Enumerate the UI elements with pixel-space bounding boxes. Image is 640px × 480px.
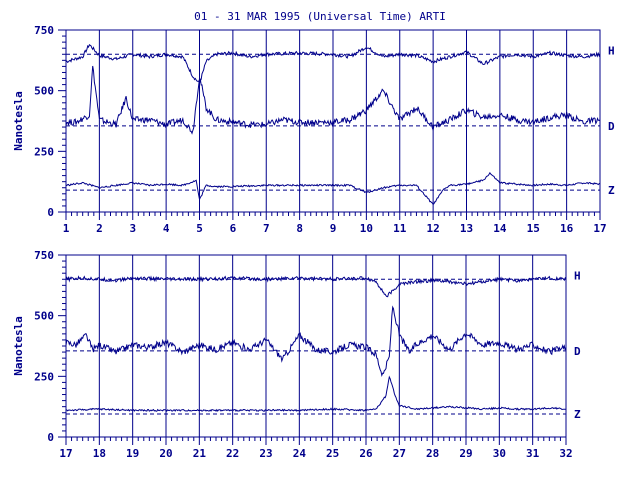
x-tick-label: 26 [359, 447, 373, 460]
series-label-z: Z [574, 408, 581, 421]
x-tick-label: 15 [527, 222, 540, 235]
x-tick-label: 11 [393, 222, 407, 235]
x-tick-label: 25 [326, 447, 339, 460]
series-label-h: H [608, 44, 615, 57]
x-tick-label: 28 [426, 447, 439, 460]
y-tick-label: 250 [34, 145, 54, 158]
series-label-z: Z [608, 184, 615, 197]
x-tick-label: 18 [93, 447, 106, 460]
x-tick-label: 16 [560, 222, 574, 235]
x-tick-label: 1 [63, 222, 70, 235]
y-tick-label: 500 [34, 85, 54, 98]
x-tick-label: 2 [96, 222, 103, 235]
x-tick-label: 17 [59, 447, 72, 460]
series-line-z [65, 171, 601, 206]
y-tick-label: 500 [34, 310, 54, 323]
x-tick-label: 9 [330, 222, 337, 235]
x-tick-label: 24 [293, 447, 307, 460]
x-tick-label: 27 [393, 447, 406, 460]
x-tick-label: 21 [193, 447, 207, 460]
series-line-h [65, 44, 601, 85]
series-label-d: D [608, 120, 615, 133]
x-tick-label: 6 [230, 222, 237, 235]
y-tick-label: 750 [34, 24, 54, 37]
y-axis-label: Nanotesla [12, 91, 25, 151]
x-tick-label: 19 [126, 447, 139, 460]
chart-title: 01 - 31 MAR 1995 (Universal Time) ARTI [194, 10, 446, 23]
x-tick-label: 31 [526, 447, 540, 460]
x-tick-label: 7 [263, 222, 270, 235]
panel-bottom: 17 18 19 20 21 22 23 24 25 26 27 28 29 30 31 32 0 250 500 7… [12, 249, 581, 460]
x-tick-label: 32 [559, 447, 572, 460]
x-tick-label: 30 [493, 447, 506, 460]
series-label-d: D [574, 345, 581, 358]
series-line-d [65, 65, 601, 135]
y-tick-label: 0 [47, 431, 54, 444]
x-tick-label: 20 [159, 447, 172, 460]
panel-top: 1 2 3 4 5 6 7 8 9 10 11 12 13 14 15 16 170250500750Nanot… [12, 24, 615, 235]
y-tick-label: 0 [47, 206, 54, 219]
x-tick-label: 5 [196, 222, 203, 235]
x-tick-label: 12 [427, 222, 440, 235]
x-tick-label: 3 [129, 222, 136, 235]
x-tick-label: 22 [226, 447, 239, 460]
series-line-d [65, 305, 567, 377]
x-tick-label: 4 [163, 222, 170, 235]
series-line-z [65, 375, 567, 413]
x-tick-label: 17 [593, 222, 606, 235]
y-tick-label: 250 [34, 370, 54, 383]
y-axis-label: Nanotesla [12, 316, 25, 376]
y-tick-label: 750 [34, 249, 54, 262]
x-tick-label: 29 [459, 447, 472, 460]
series-line-h [65, 275, 567, 298]
x-tick-label: 14 [493, 222, 507, 235]
x-tick-label: 23 [259, 447, 272, 460]
x-tick-label: 8 [296, 222, 303, 235]
x-tick-label: 10 [360, 222, 373, 235]
x-tick-label: 13 [460, 222, 473, 235]
series-label-h: H [574, 269, 581, 282]
